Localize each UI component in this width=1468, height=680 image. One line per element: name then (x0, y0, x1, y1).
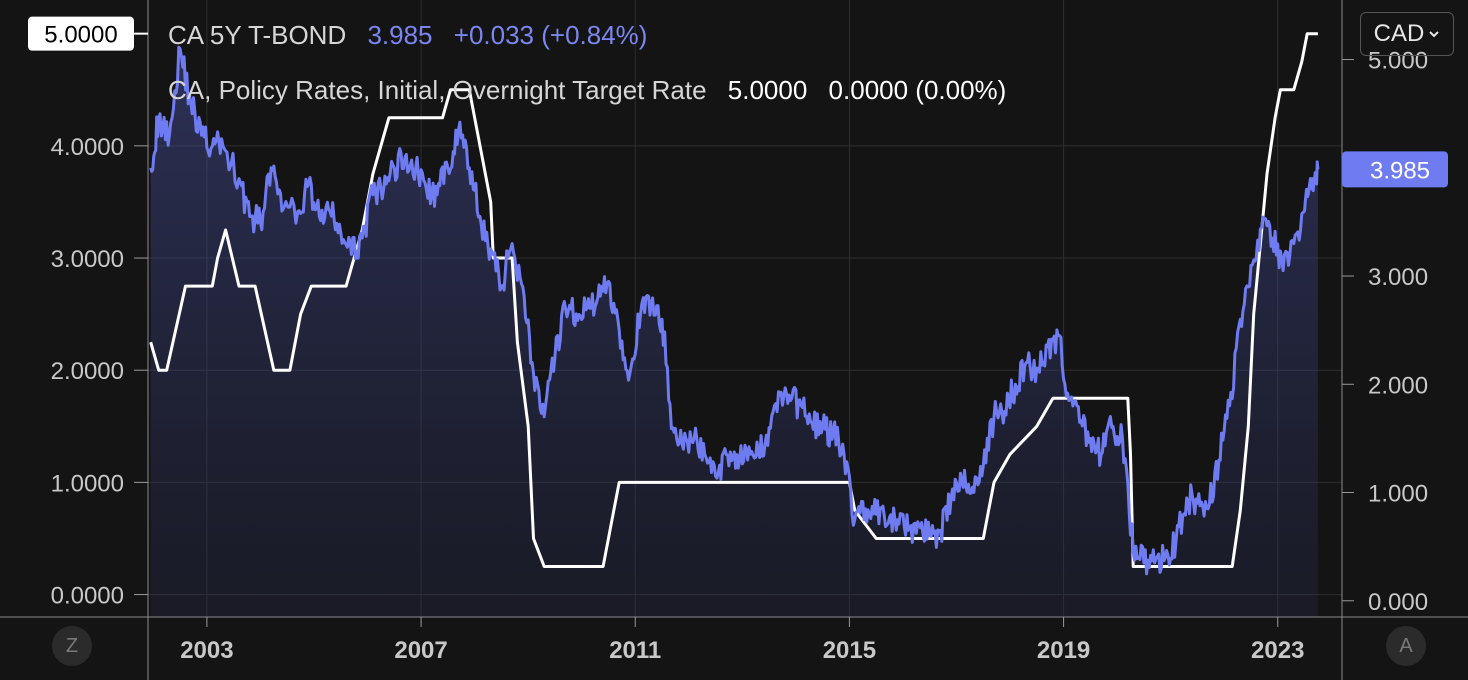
currency-label: CAD (1373, 20, 1425, 47)
x-tick-label: 2011 (609, 637, 661, 664)
currency-selector-button[interactable]: CAD (1360, 12, 1454, 56)
right-tick-label: 3.000 (1368, 264, 1428, 291)
rate-legend-value: 5.0000 (727, 75, 808, 105)
right-tick-label: 5.000 (1368, 48, 1428, 75)
right-tick-label: 0.000 (1368, 589, 1428, 616)
auto-scale-button[interactable]: A (1386, 626, 1426, 666)
right-last-value-label: 3.985 (1370, 157, 1430, 184)
right-last-value-badge (1342, 151, 1448, 188)
right-tick-label: 1.000 (1368, 481, 1428, 508)
x-tick-label: 2023 (1251, 637, 1304, 664)
left-axis: 0.0000 1.0000 2.0000 3.0000 4.0000 (51, 134, 148, 610)
left-tick-label: 0.0000 (51, 583, 124, 610)
policy-rate-line (149, 32, 1318, 568)
left-last-value-label: 5.0000 (44, 22, 117, 49)
bond-legend-change: +0.033 (+0.84%) (453, 20, 648, 50)
auto-scale-button-label: A (1399, 634, 1413, 657)
rate-legend: CA, Policy Rates, Initial, Overnight Tar… (168, 75, 1020, 106)
timezone-button[interactable]: Z (52, 626, 92, 666)
left-tick-label: 4.0000 (51, 134, 124, 161)
left-tick-label: 2.0000 (51, 358, 124, 385)
x-tick-label: 2019 (1037, 637, 1090, 664)
left-last-value-badge (28, 16, 134, 51)
x-tick-label: 2007 (394, 637, 447, 664)
last-value-badges: 5.0000 3.985 (28, 16, 1448, 188)
rate-legend-change: 0.0000 (0.00%) (828, 75, 1007, 105)
bond-yield-line (149, 45, 1320, 576)
bond-legend-value: 3.985 (367, 20, 433, 50)
bond-area-fill (150, 47, 1318, 618)
bond-legend: CA 5Y T-BOND 3.985 +0.033 (+0.84%) (168, 20, 661, 51)
timezone-button-label: Z (65, 634, 79, 657)
x-tick-label: 2015 (823, 637, 876, 664)
right-tick-label: 2.000 (1368, 372, 1428, 399)
x-axis: 2003 2007 2011 2015 2019 2023 (180, 617, 1304, 664)
left-tick-label: 3.0000 (51, 246, 124, 273)
x-tick-label: 2003 (180, 637, 233, 664)
rate-legend-name: CA, Policy Rates, Initial, Overnight Tar… (168, 75, 707, 105)
left-tick-label: 1.0000 (51, 470, 124, 497)
bond-legend-name: CA 5Y T-BOND (168, 20, 347, 50)
chevron-down-icon (1429, 31, 1440, 38)
